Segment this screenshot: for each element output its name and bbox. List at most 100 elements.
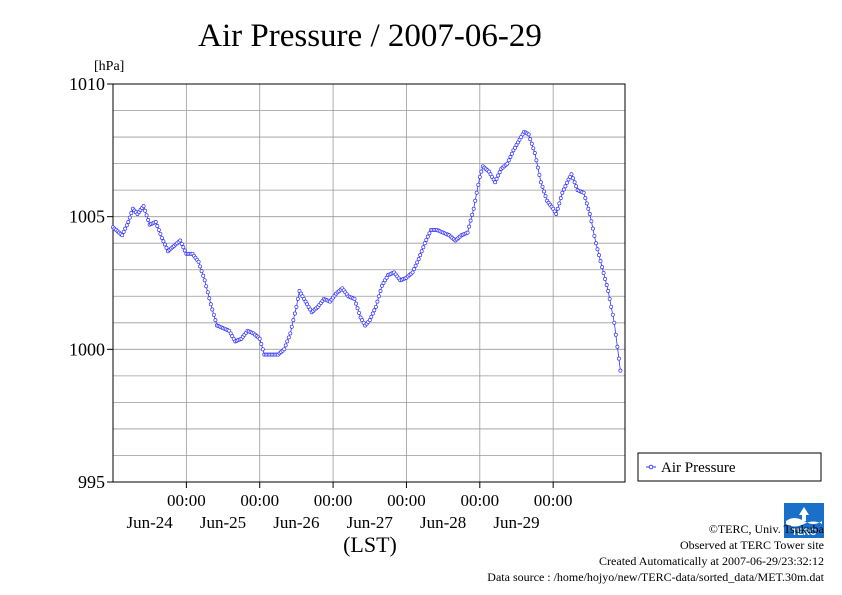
data-point: [370, 311, 375, 316]
data-point: [143, 208, 148, 213]
data-point: [153, 220, 158, 224]
data-point: [202, 278, 207, 283]
data-point: [182, 248, 187, 253]
data-point: [424, 237, 429, 242]
data-point: [612, 320, 617, 325]
data-point: [508, 155, 513, 159]
data-point: [178, 238, 183, 243]
data-point: [607, 296, 612, 301]
data-point: [558, 196, 563, 201]
data-point: [415, 260, 420, 265]
data-point: [204, 284, 209, 289]
data-point: [159, 235, 164, 240]
data-point: [357, 310, 362, 315]
data-point: [532, 151, 537, 155]
data-point: [497, 170, 502, 175]
data-point: [537, 172, 542, 177]
terc-logo: TERC: [784, 503, 824, 538]
data-point: [141, 204, 146, 209]
data-point: [259, 342, 264, 346]
x-tick-labels: 00:00 Jun-24 00:00 Jun-25 00:00 Jun-26 00:00 Ju…: [127, 482, 573, 532]
data-point: [616, 356, 621, 361]
data-point: [477, 174, 482, 179]
data-point: [557, 201, 562, 206]
series-line: [112, 131, 621, 371]
x-tick-time: 00:00: [240, 491, 279, 510]
data-point: [618, 368, 623, 373]
data-point: [355, 306, 360, 311]
data-point: [418, 253, 423, 258]
data-point: [413, 263, 418, 268]
data-point: [422, 241, 427, 246]
data-point: [210, 307, 215, 312]
data-point: [572, 180, 577, 185]
data-point: [163, 242, 167, 247]
data-point: [597, 253, 601, 258]
credit-created: Created Automatically at 2007-06-29/23:3…: [599, 554, 824, 568]
data-point: [367, 318, 372, 323]
x-tick-time: 00:00: [314, 491, 353, 510]
data-point: [592, 233, 597, 238]
data-point: [476, 182, 481, 187]
data-point: [534, 158, 539, 163]
x-tick-date: Jun-29: [493, 513, 539, 532]
data-point: [584, 201, 589, 206]
data-point: [201, 273, 206, 278]
data-point: [600, 265, 605, 270]
data-point: [120, 233, 125, 238]
data-point: [373, 304, 378, 309]
legend-box: [637, 452, 822, 482]
data-point: [285, 339, 290, 344]
data-point: [538, 180, 543, 185]
x-tick-date: Jun-27: [347, 513, 394, 532]
data-point: [161, 239, 166, 244]
data-point: [127, 215, 132, 220]
data-point: [126, 220, 131, 224]
data-point: [581, 190, 586, 195]
data-point: [505, 161, 510, 166]
data-point: [613, 332, 618, 337]
plot-area-frame: [112, 83, 626, 483]
data-point: [574, 184, 579, 189]
data-point: [295, 296, 300, 301]
x-tick-date: Jun-24: [127, 513, 174, 532]
data-point: [470, 212, 475, 217]
data-point: [555, 206, 560, 211]
data-point: [294, 304, 299, 309]
data-point: [164, 245, 169, 250]
data-point: [208, 302, 213, 307]
data-point: [506, 158, 511, 163]
data-point: [554, 212, 559, 216]
data-point: [198, 264, 203, 269]
data-point: [610, 312, 615, 317]
data-point: [561, 187, 566, 192]
data-point: [604, 283, 609, 287]
chart-grid: [113, 84, 625, 482]
data-point: [535, 165, 540, 170]
data-point: [207, 296, 212, 301]
data-point: [369, 314, 374, 319]
x-axis-label: (LST): [343, 532, 397, 557]
x-tick-time: 00:00: [534, 491, 573, 510]
data-point: [146, 218, 151, 222]
data-point: [288, 331, 293, 336]
y-tick-labels: 1010 1005 1000 995: [69, 74, 113, 492]
data-point: [586, 206, 591, 211]
data-point: [378, 289, 383, 293]
data-point: [526, 132, 531, 137]
data-point: [213, 318, 218, 323]
data-point: [594, 241, 598, 246]
legend: Air Pressure: [637, 452, 822, 482]
data-point: [540, 184, 545, 189]
credits-block: ©TERC, Univ. Tsukuba Observed at TERC To…: [487, 521, 824, 585]
data-point: [603, 277, 608, 281]
data-point: [479, 169, 484, 174]
data-point: [471, 206, 476, 211]
data-point: [529, 141, 534, 146]
data-point: [598, 259, 603, 264]
data-point: [528, 137, 533, 142]
legend-label: Air Pressure: [661, 460, 736, 476]
data-point: [494, 176, 499, 181]
data-point: [123, 226, 128, 231]
